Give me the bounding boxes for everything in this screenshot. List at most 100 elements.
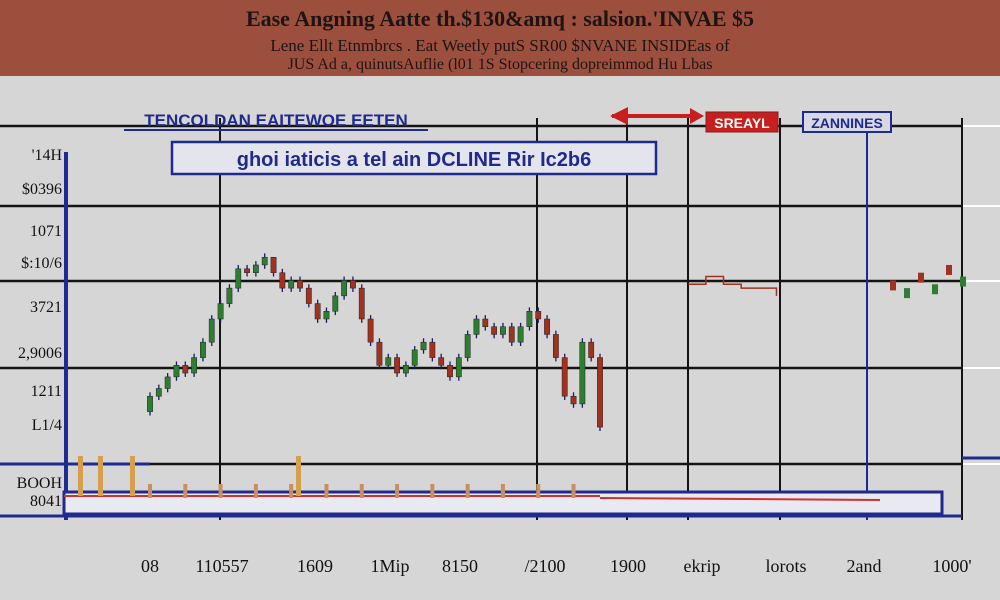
candle-body <box>270 256 277 273</box>
candle-body <box>297 280 303 289</box>
arrow-head <box>690 108 704 124</box>
banner-subtitle: Lene Ellt Etnmbrcs . Eat Weetly putS SR0… <box>270 36 730 55</box>
legend-label-2: ZANNINES <box>811 115 883 131</box>
annotation-text: ghoi iaticis a tel ain DCLINE Rir Ic2b6 <box>237 149 592 171</box>
candle-body <box>385 357 392 366</box>
candle-body <box>508 326 515 343</box>
candle-body <box>535 311 542 320</box>
candle-body <box>332 295 339 312</box>
candle-body <box>244 268 250 273</box>
x-tick-label: lorots <box>765 556 806 576</box>
candle-body <box>164 376 171 389</box>
y-tick-label: '14H <box>32 147 63 164</box>
x-tick-label: ekrip <box>684 556 721 576</box>
candle-body <box>226 287 233 304</box>
x-tick-label: 1000' <box>932 556 971 576</box>
volume-bar <box>98 456 103 496</box>
y-tick-label: 2,9006 <box>18 345 62 362</box>
candle-body <box>217 303 224 320</box>
candle-body <box>429 341 436 358</box>
volume-bar <box>324 484 329 498</box>
candle-body <box>544 318 550 335</box>
volume-bar <box>395 484 400 498</box>
candle-body <box>491 326 498 335</box>
candle-body <box>376 341 383 366</box>
y-tick-label: 3721 <box>30 299 62 316</box>
candle-body <box>420 341 427 351</box>
candle-body <box>305 287 312 304</box>
x-tick-label: 8150 <box>442 556 478 576</box>
legend-swatch-1 <box>705 111 779 133</box>
y-tick-label: 8041 <box>30 493 62 510</box>
candle-body <box>473 318 480 335</box>
annotation-box <box>170 140 658 176</box>
title-banner: Ease Angning Aatte th.$130&amq : salsion… <box>0 0 1000 76</box>
candle-body <box>588 341 595 358</box>
candle-body <box>235 268 242 289</box>
baseline-red-line <box>599 497 881 501</box>
y-tick-label: BOOH <box>17 475 63 492</box>
candle-body <box>455 357 462 378</box>
candle-body <box>579 341 586 405</box>
volume-bar <box>430 484 435 498</box>
candle-body <box>561 357 568 397</box>
candle-body <box>367 318 374 343</box>
candle-body <box>597 357 603 428</box>
right-bar <box>918 272 924 283</box>
chart-grid <box>0 118 1000 520</box>
x-tick-label: /2100 <box>524 556 565 576</box>
candle-body <box>517 326 524 343</box>
candle-body <box>552 334 559 358</box>
x-tick-label: 1609 <box>297 556 333 576</box>
candle-body <box>438 357 445 366</box>
volume-bar <box>465 484 470 498</box>
x-tick-label: 1Mip <box>370 556 409 576</box>
candle-body <box>447 365 453 378</box>
candle-body <box>261 256 268 266</box>
volume-bar <box>218 484 223 498</box>
volume-bar <box>78 456 83 496</box>
step-line <box>688 275 778 296</box>
banner-subtitle-2: JUS Ad a, quinutsAuflie (l01 1S Stopceri… <box>287 56 713 73</box>
candle-body <box>288 280 295 289</box>
candle-body <box>341 280 348 297</box>
candle-body <box>147 395 153 412</box>
candle-body <box>500 326 506 335</box>
volume-bar <box>571 484 576 498</box>
volume-bar <box>359 484 364 498</box>
candlestick-series <box>78 253 603 498</box>
y-tick-label: 1211 <box>31 383 62 400</box>
y-tick-label: $:10/6 <box>21 255 62 272</box>
candle-body <box>526 311 533 327</box>
volume-bar <box>183 484 188 498</box>
candle-body <box>173 365 180 378</box>
banner-title: Ease Angning Aatte th.$130&amq : salsion… <box>245 6 755 31</box>
arrow-head <box>610 107 628 125</box>
candle-body <box>570 395 577 405</box>
candle-body <box>155 388 162 397</box>
candle-body <box>350 280 356 289</box>
candle-body <box>402 365 409 374</box>
legend-swatch-2 <box>802 111 892 133</box>
chart-baseline <box>0 456 1000 518</box>
x-tick-label: 08 <box>141 556 159 576</box>
volume-bar <box>500 484 505 498</box>
right-bar <box>960 276 966 287</box>
right-bar <box>932 284 938 295</box>
chart-area: '14H $0396 1071 $:10/6 3721 2,9006 1211 L1/4 BOO… <box>0 107 1000 576</box>
volume-bar <box>253 484 258 498</box>
candle-body <box>394 357 400 374</box>
x-tick-label: 2and <box>847 556 882 576</box>
candle-body <box>358 287 365 320</box>
right-bar <box>890 280 896 291</box>
candle-body <box>200 341 206 358</box>
x-tick-label: 110557 <box>195 556 248 576</box>
candle-body <box>191 357 198 374</box>
candle-body <box>464 334 471 358</box>
candle-body <box>252 264 259 273</box>
volume-bar <box>130 456 135 496</box>
volume-bar <box>148 484 152 498</box>
candle-body <box>314 303 321 320</box>
candle-body <box>208 318 215 343</box>
right-bar <box>904 288 910 299</box>
